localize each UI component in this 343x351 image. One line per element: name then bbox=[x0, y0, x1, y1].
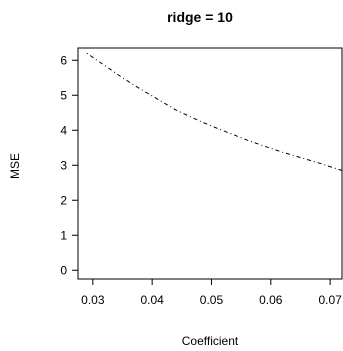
x-axis-label: Coefficient bbox=[182, 334, 239, 348]
plot-box bbox=[77, 47, 343, 280]
mse-series-line bbox=[86, 52, 343, 171]
x-axis: 0.03 0.04 0.05 0.06 0.07 bbox=[81, 279, 342, 307]
x-tick-label: 0.05 bbox=[200, 293, 224, 307]
y-axis-label: MSE bbox=[8, 153, 22, 179]
x-tick-label: 0.06 bbox=[259, 293, 283, 307]
y-tick-label: 6 bbox=[60, 53, 67, 67]
x-tick-label: 0.03 bbox=[81, 293, 105, 307]
x-tick-label: 0.04 bbox=[140, 293, 164, 307]
y-tick-label: 1 bbox=[60, 228, 67, 242]
y-tick-label: 4 bbox=[60, 123, 67, 137]
y-axis: 0 1 2 3 4 5 6 bbox=[60, 53, 78, 277]
chart-title: ridge = 10 bbox=[167, 9, 233, 25]
y-tick-label: 5 bbox=[60, 88, 67, 102]
x-tick-label: 0.07 bbox=[318, 293, 342, 307]
series-layer bbox=[86, 52, 343, 171]
y-tick-label: 0 bbox=[60, 263, 67, 277]
plot-frame bbox=[77, 47, 343, 280]
y-tick-label: 3 bbox=[60, 158, 67, 172]
y-tick-label: 2 bbox=[60, 193, 67, 207]
